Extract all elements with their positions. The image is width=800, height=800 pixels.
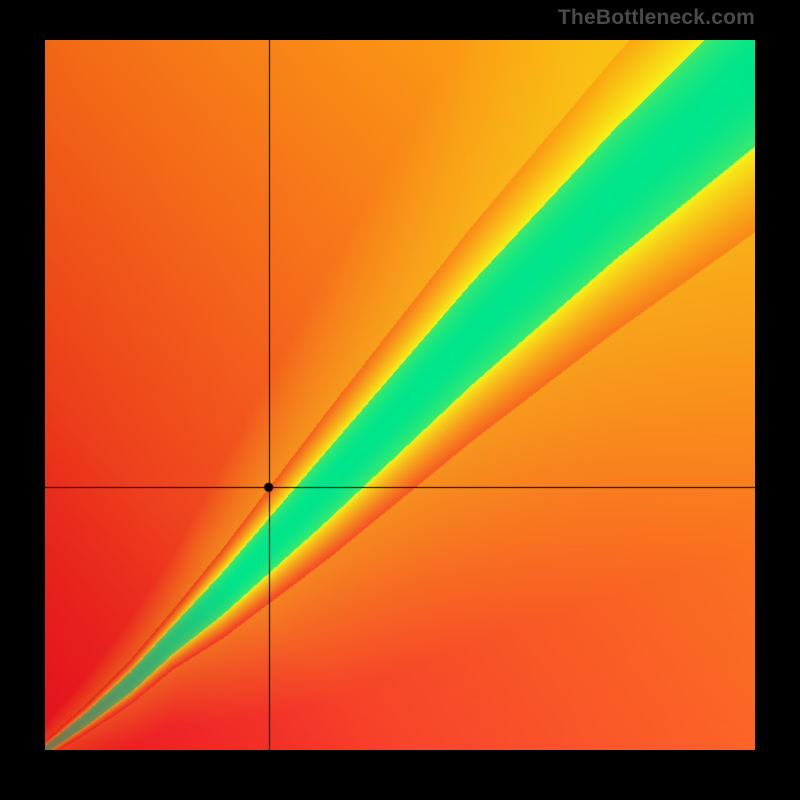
heatmap-canvas bbox=[45, 40, 755, 750]
plot-area bbox=[45, 40, 755, 750]
chart-container: TheBottleneck.com bbox=[0, 0, 800, 800]
watermark-text: TheBottleneck.com bbox=[558, 6, 755, 30]
